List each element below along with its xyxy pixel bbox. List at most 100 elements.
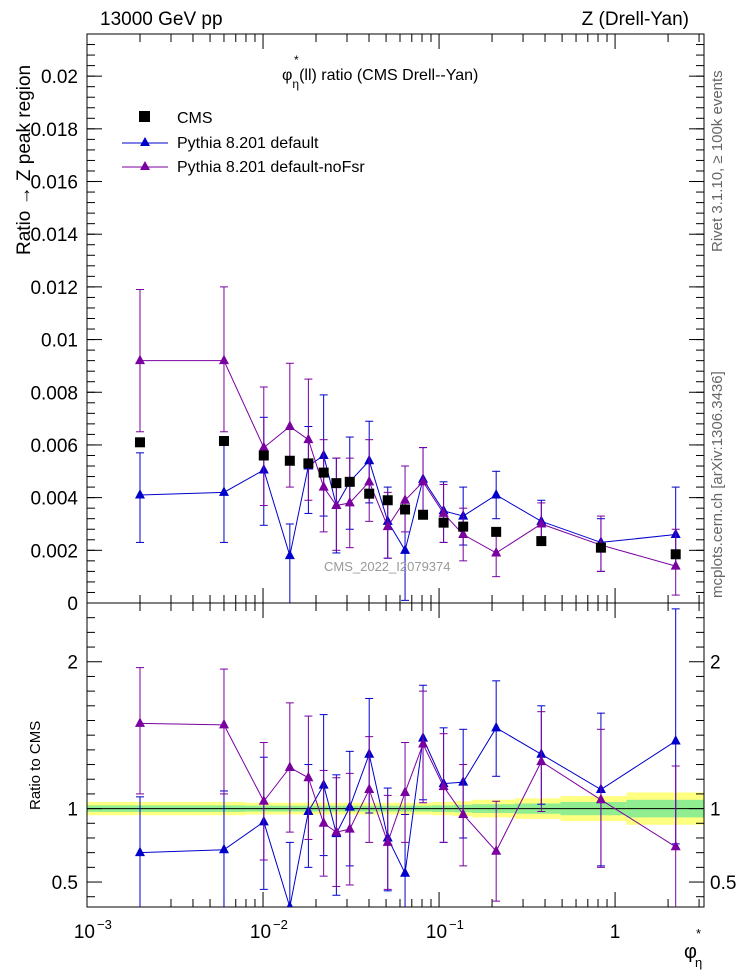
data-point-triangle [218,354,229,365]
data-point-triangle [134,354,145,365]
ratio-y-tick-label-right: 1 [710,800,721,821]
ratio-point-triangle [364,783,375,794]
xlabel-phi: φ [684,941,697,963]
ratio-point-triangle [382,836,393,846]
x-tick-label-base: 10 [426,922,447,943]
main-ylabel: Ratio → Z peak region [14,65,35,255]
ratio-y-tick-label-right: 2 [710,653,721,674]
ratio-point-triangle [536,755,547,766]
data-point-triangle [364,475,375,486]
data-point-square [344,476,355,487]
ratio-point-triangle [670,840,681,851]
ratio-point-triangle [418,737,429,748]
legend-cms-label: CMS [177,110,213,127]
ratio-point-triangle [670,735,681,745]
ratio-point-triangle [331,826,342,836]
rivet-label: Rivet 3.1.10, ≥ 100k events [709,70,726,252]
data-point-square [491,526,502,537]
data-point-triangle [670,560,681,570]
y-tick-label: 0.006 [30,436,78,457]
data-point-square [318,467,329,478]
ratio-y-tick-label: 1 [67,800,78,821]
data-point-triangle [284,420,295,431]
ratio-line-1 [139,727,676,907]
x-tick-label: 1 [610,922,621,943]
y-tick-label: 0.01 [41,331,78,352]
legend-default-marker [140,137,150,146]
data-point-triangle [284,549,295,560]
legend-nofsr-label: Pythia 8.201 default-noFsr [177,159,365,176]
data-point-triangle [134,488,145,499]
x-tick-label: 10 [74,922,95,943]
data-point-triangle [536,517,547,528]
x-tick-label-base: 10 [74,922,95,943]
data-point-triangle [318,481,329,491]
ratio-point-triangle [218,718,229,729]
legend: CMS Pythia 8.201 default Pythia 8.201 de… [122,110,365,176]
x-tick-label-base: 10 [250,922,271,943]
y-tick-label: 0.008 [30,383,78,404]
data-point-triangle [491,546,502,557]
data-point-square [670,549,681,560]
ratio-point-triangle [400,867,411,877]
data-point-square [382,495,393,506]
data-point-square [134,437,145,448]
x-tick-label-exp: −2 [273,917,288,932]
ratio-point-triangle [491,845,502,855]
data-point-triangle [491,488,502,499]
data-point-square [364,488,375,499]
header-right: Z (Drell-Yan) [582,9,689,30]
ratio-frame [86,602,705,908]
ratio-line-2 [139,722,676,853]
mcplots-label: mcplots.cern.ch [arXiv:1306.3436] [709,371,726,598]
ratio-point-triangle [303,771,314,782]
series-line-1 [139,454,676,556]
y-tick-label: 0.016 [30,173,78,194]
ratio-y-tick-label: 0.5 [52,873,78,894]
y-tick-label: 0.004 [30,489,78,510]
x-tick-label-exp: −3 [97,917,112,932]
legend-nofsr-marker [140,161,150,170]
data-point-triangle [400,494,411,504]
x-axis-label: φ η * [684,926,702,970]
data-point-square [331,478,342,489]
data-point-square [400,504,411,515]
ratio-ylabel: Ratio to CMS [27,721,44,810]
data-point-triangle [344,496,355,507]
data-point-square [284,455,295,466]
data-point-square [595,542,606,553]
data-point-square [438,517,449,528]
y-tick-label: 0.018 [30,120,78,141]
legend-cms-marker [139,111,150,122]
data-point-triangle [218,486,229,496]
x-tick-label: 10 [250,922,271,943]
data-point-square [458,521,469,532]
ratio-point-triangle [318,817,329,827]
ratio-panel: 10 −3 10 −2 10 −1 10.5 0.51 12 2 [52,602,736,943]
ratio-point-triangle [258,795,269,805]
data-point-square [258,450,269,461]
xlabel-star: * [696,926,701,941]
data-point-triangle [382,520,393,531]
x-tick-label-exp: −1 [449,917,464,932]
series-line-2 [139,360,676,567]
data-point-triangle [458,528,469,539]
ratio-y-tick-label: 2 [67,653,78,674]
ratio-point-triangle [458,808,469,818]
y-tick-label: 0.012 [30,278,78,299]
xlabel-eta: η [695,955,702,970]
y-tick-label: 0.002 [30,541,78,562]
x-tick-label: 10 [426,922,447,943]
title-phi: φ [282,67,292,84]
ratio-point-triangle [438,780,449,791]
data-point-triangle [331,499,342,510]
ratio-series-layer [134,608,681,907]
ratio-point-triangle [344,823,355,833]
y-tick-label: 0 [67,594,78,615]
y-tick-label: 0.014 [30,225,78,246]
ratio-point-triangle [134,846,145,857]
ratio-point-triangle [595,793,606,804]
data-point-triangle [418,475,429,486]
data-point-triangle [438,507,449,517]
